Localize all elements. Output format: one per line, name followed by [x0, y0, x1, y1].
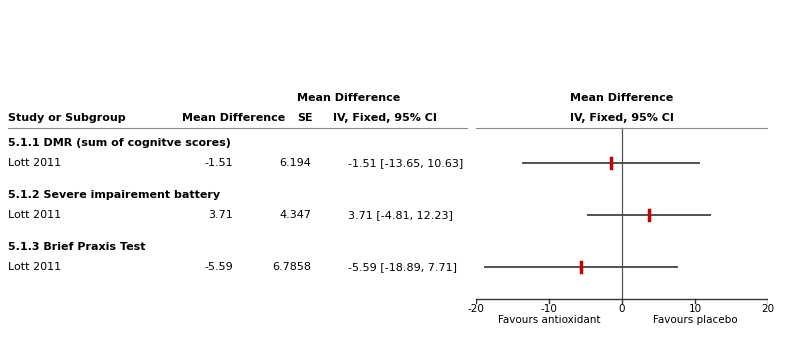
Text: 20: 20 [762, 304, 774, 314]
Text: Lott 2011: Lott 2011 [8, 210, 61, 220]
Text: 5.1.3 Brief Praxis Test: 5.1.3 Brief Praxis Test [8, 242, 146, 252]
Text: -5.59: -5.59 [205, 262, 234, 272]
Text: Lott 2011: Lott 2011 [8, 262, 61, 272]
Text: 6.7858: 6.7858 [273, 262, 312, 272]
Text: Mean Difference: Mean Difference [570, 93, 674, 103]
Text: -10: -10 [541, 304, 558, 314]
Text: Study or Subgroup: Study or Subgroup [8, 113, 126, 123]
Text: Mean Difference: Mean Difference [297, 93, 400, 103]
Text: Mean Difference: Mean Difference [182, 113, 285, 123]
Text: 4.347: 4.347 [280, 210, 312, 220]
Text: IV, Fixed, 95% CI: IV, Fixed, 95% CI [570, 113, 674, 123]
Text: Lott 2011: Lott 2011 [8, 158, 61, 168]
Text: 10: 10 [689, 304, 702, 314]
Text: 5.1.1 DMR (sum of cognitve scores): 5.1.1 DMR (sum of cognitve scores) [8, 138, 231, 148]
Text: -5.59 [-18.89, 7.71]: -5.59 [-18.89, 7.71] [349, 262, 458, 272]
Text: -1.51 [-13.65, 10.63]: -1.51 [-13.65, 10.63] [349, 158, 464, 168]
Text: Favours antioxidant: Favours antioxidant [498, 315, 600, 325]
Text: IV, Fixed, 95% CI: IV, Fixed, 95% CI [334, 113, 437, 123]
Text: 5.1.2 Severe impairement battery: 5.1.2 Severe impairement battery [8, 190, 220, 200]
Text: 3.71 [-4.81, 12.23]: 3.71 [-4.81, 12.23] [349, 210, 454, 220]
Text: 6.194: 6.194 [280, 158, 312, 168]
Text: 3.71: 3.71 [209, 210, 234, 220]
Text: -20: -20 [467, 304, 485, 314]
Text: Favours placebo: Favours placebo [653, 315, 738, 325]
Text: SE: SE [297, 113, 313, 123]
Text: -1.51: -1.51 [205, 158, 234, 168]
Text: 0: 0 [618, 304, 626, 314]
